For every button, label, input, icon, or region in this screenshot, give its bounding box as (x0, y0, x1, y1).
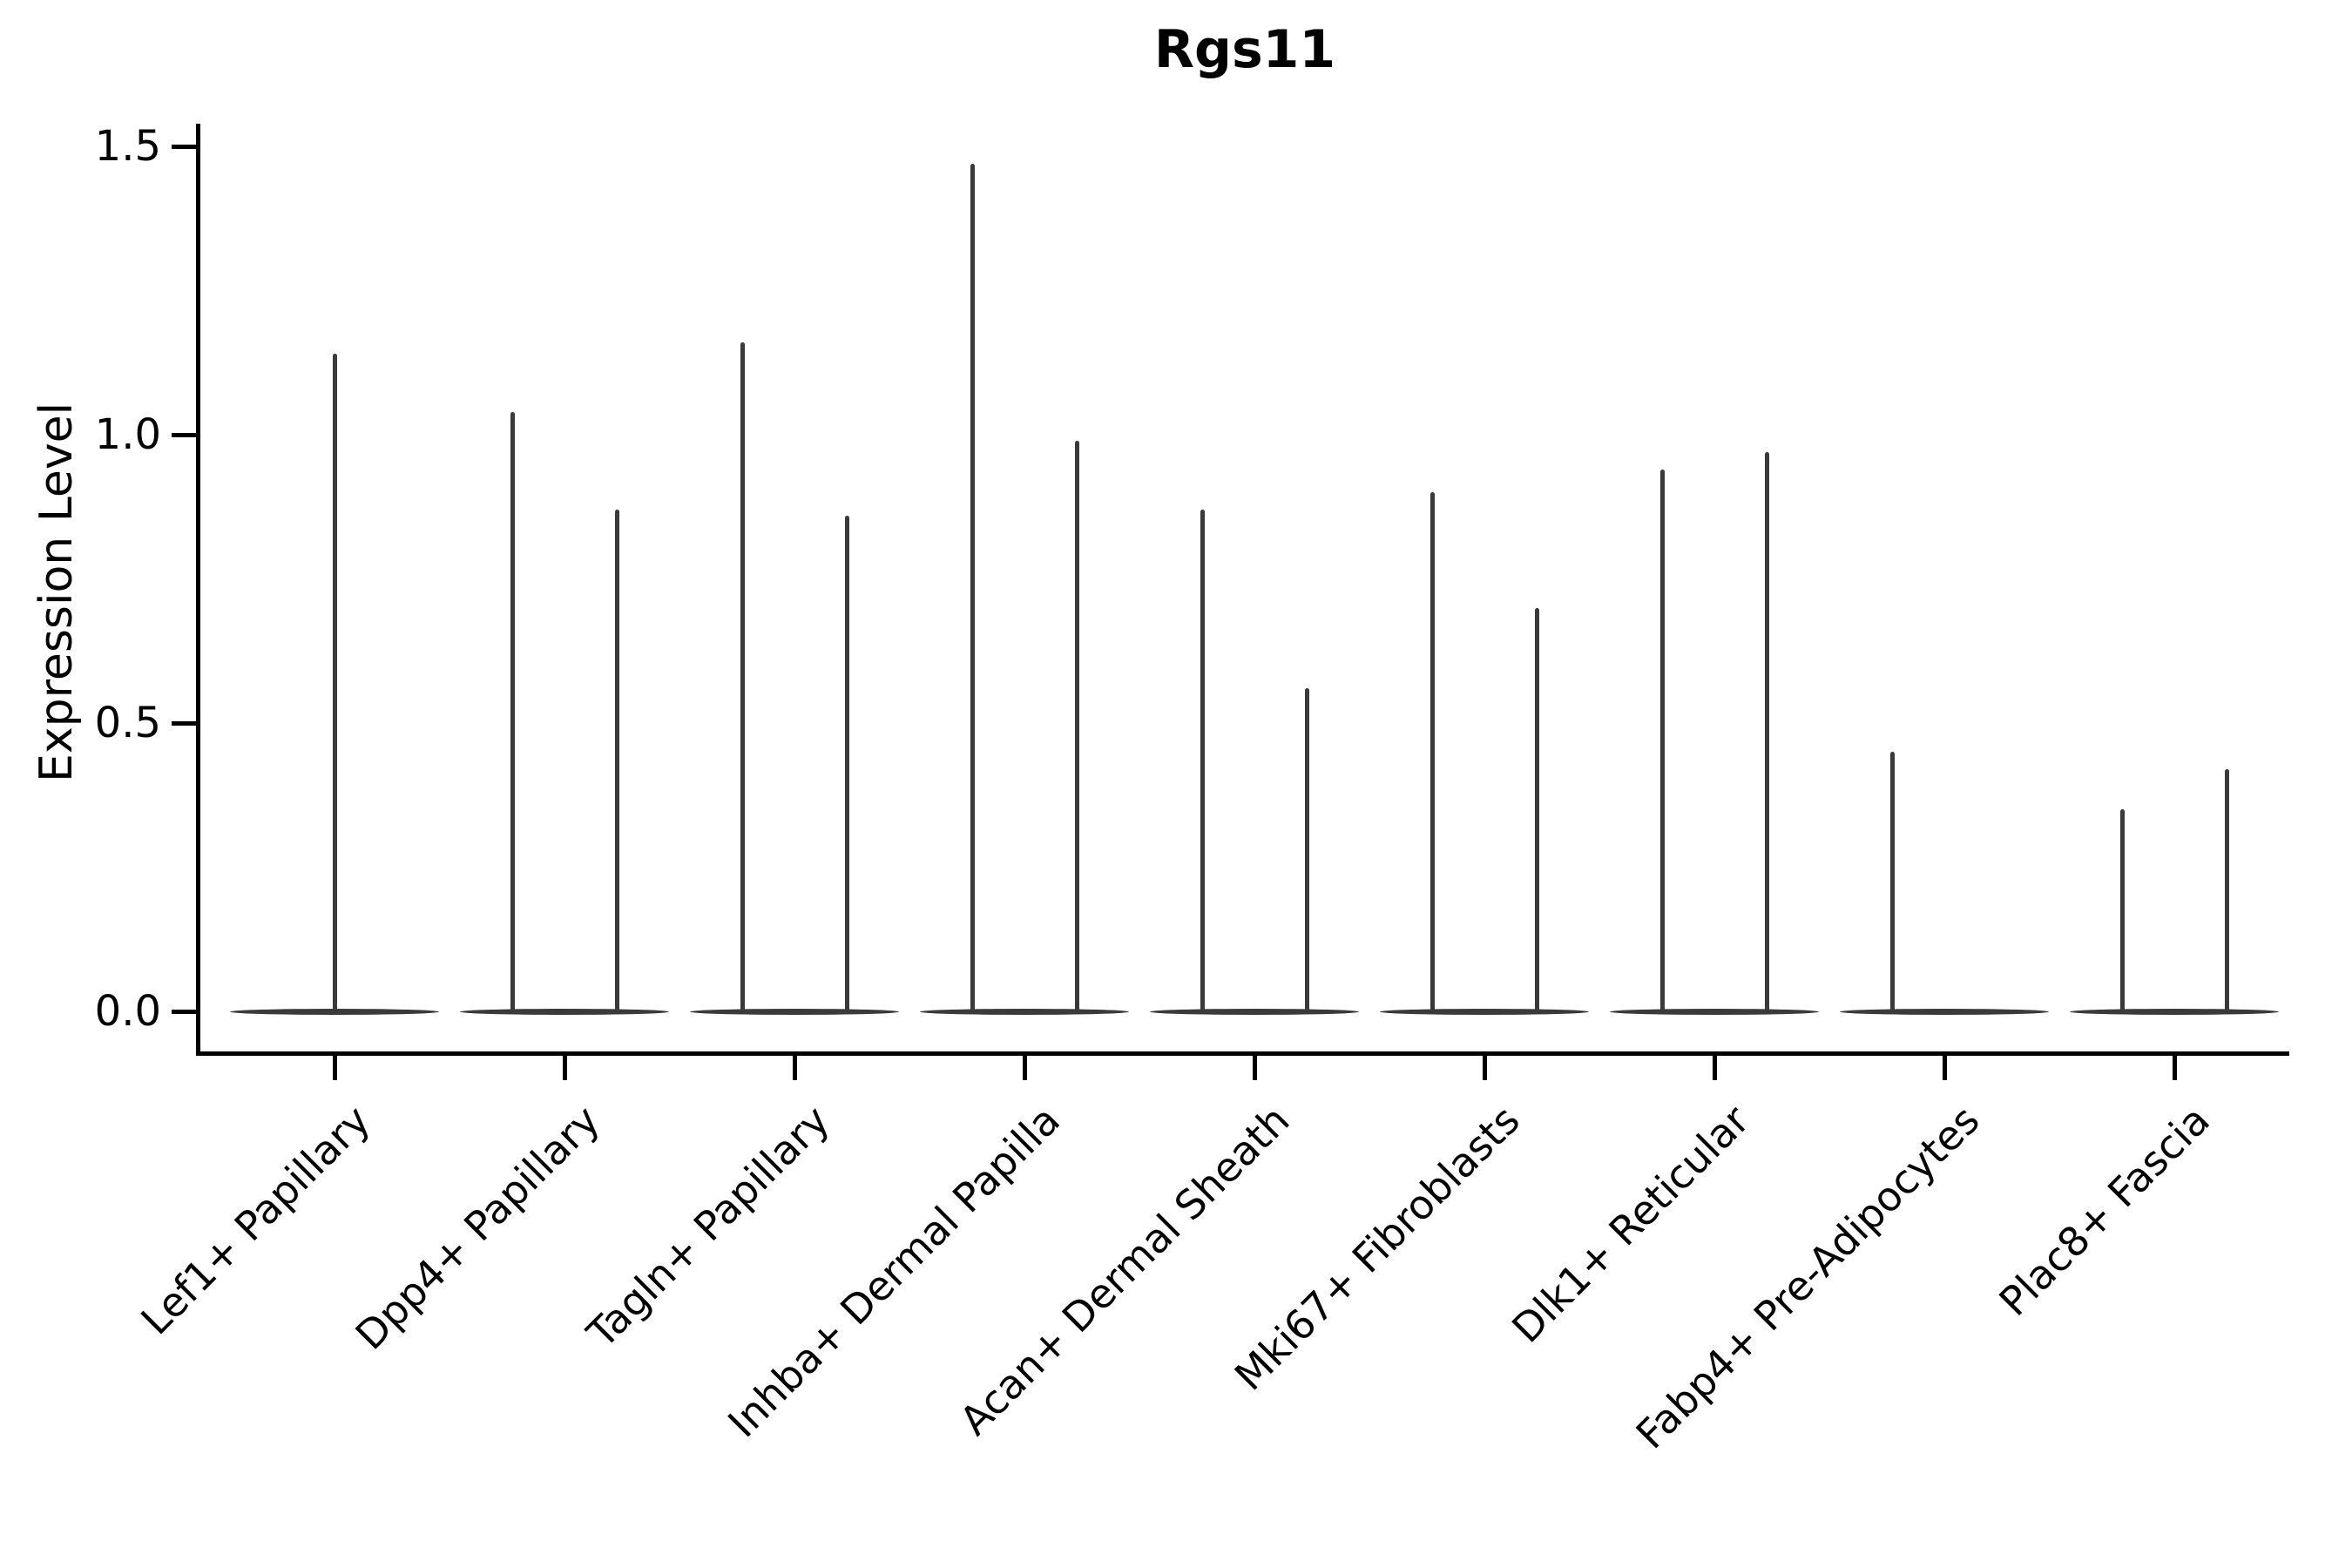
violin-spike (1764, 451, 1769, 1014)
x-tick-mark (1712, 1056, 1717, 1080)
y-tick-label: 0.5 (94, 699, 161, 747)
x-tick-mark (1022, 1056, 1027, 1080)
x-tick-label: Lef1+ Papillary (131, 1096, 379, 1344)
violin-base (1840, 1008, 2049, 1015)
violin-spike (2224, 768, 2229, 1014)
violin-spike (1304, 688, 1309, 1014)
x-tick-label: Tagln+ Papillary (578, 1096, 839, 1357)
violin-spike (1074, 440, 1079, 1014)
violin-base (460, 1008, 669, 1015)
violin-spike (1889, 752, 1895, 1014)
violin-base (1610, 1008, 1819, 1015)
violin-spike (970, 163, 975, 1014)
y-tick-label: 0.0 (94, 987, 161, 1036)
violin-spike (510, 411, 515, 1014)
x-axis-spine (196, 1051, 2289, 1056)
violin-base (690, 1008, 899, 1015)
violin-spike (844, 515, 849, 1014)
x-tick-mark (562, 1056, 567, 1080)
x-tick-label: Dlk1+ Reticular (1503, 1096, 1759, 1352)
violin-spike (740, 342, 745, 1014)
y-tick-label: 1.5 (94, 122, 161, 171)
chart-title: Rgs11 (1153, 19, 1336, 80)
violin-spike (1200, 510, 1205, 1014)
y-axis-spine (196, 124, 200, 1056)
y-tick-mark (172, 1009, 196, 1014)
x-tick-mark (2172, 1056, 2177, 1080)
x-tick-label: Plac8+ Fascia (1990, 1096, 2219, 1325)
violin-spike (1429, 492, 1435, 1014)
x-tick-mark (792, 1056, 797, 1080)
y-tick-mark (172, 144, 196, 149)
x-tick-mark (1942, 1056, 1947, 1080)
x-tick-mark (1482, 1056, 1487, 1080)
violin-spike (2119, 809, 2125, 1014)
violin-spike (1534, 607, 1539, 1014)
y-tick-label: 1.0 (94, 410, 161, 459)
violin-base (2070, 1008, 2279, 1015)
x-tick-mark (332, 1056, 337, 1080)
violin-base (1150, 1008, 1359, 1015)
violin-spike (332, 354, 337, 1014)
violin-base (920, 1008, 1129, 1015)
y-tick-mark (172, 720, 196, 726)
violin-base (1380, 1008, 1589, 1015)
violin-spike (1659, 469, 1665, 1014)
x-tick-label: Dpp4+ Papillary (346, 1096, 609, 1359)
y-tick-mark (172, 432, 196, 437)
violin-spike (614, 510, 619, 1014)
x-tick-mark (1252, 1056, 1257, 1080)
